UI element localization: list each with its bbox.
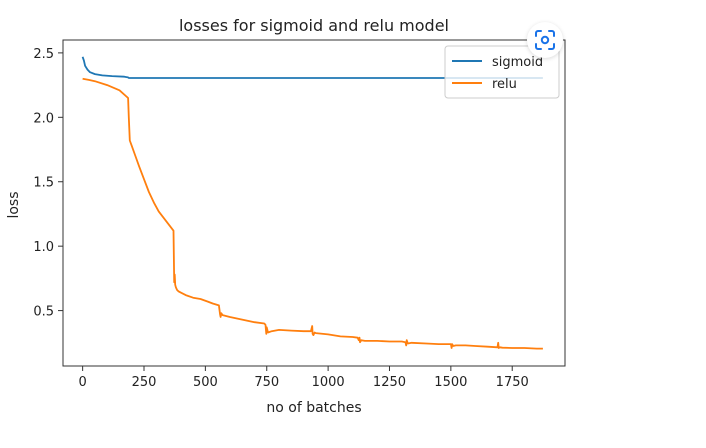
- legend: sigmoid relu: [444, 45, 560, 99]
- y-tick-label: 2.0: [33, 111, 54, 126]
- x-tick-label: 1500: [434, 375, 467, 390]
- x-tick-label: 1000: [312, 375, 345, 390]
- x-axis-ticks: 0 250 500 750 1000 1250 1500 1750: [78, 366, 529, 390]
- legend-label-sigmoid: sigmoid: [492, 55, 543, 70]
- y-tick-label: 1.5: [33, 176, 54, 191]
- legend-box: [444, 45, 560, 99]
- y-axis-ticks: 0.5 1.0 1.5 2.0 2.5: [33, 47, 63, 320]
- x-tick-label: 750: [254, 375, 279, 390]
- x-tick-label: 500: [193, 375, 218, 390]
- x-axis-label: no of batches: [266, 400, 361, 416]
- series-layer: [81, 56, 543, 350]
- x-tick-label: 1750: [496, 375, 529, 390]
- legend-label-relu: relu: [492, 77, 517, 92]
- series-line-sigmoid: [81, 56, 543, 79]
- y-tick-label: 1.0: [33, 240, 54, 255]
- google-lens-icon: [535, 30, 555, 50]
- chart-title: losses for sigmoid and relu model: [179, 16, 449, 35]
- y-axis-label: loss: [6, 191, 22, 218]
- x-tick-label: 0: [78, 375, 86, 390]
- visual-search-button[interactable]: [527, 22, 563, 58]
- x-tick-label: 250: [132, 375, 157, 390]
- y-tick-label: 2.5: [33, 47, 54, 62]
- y-tick-label: 0.5: [33, 305, 54, 320]
- series-line-relu: [82, 77, 543, 350]
- x-tick-label: 1250: [373, 375, 406, 390]
